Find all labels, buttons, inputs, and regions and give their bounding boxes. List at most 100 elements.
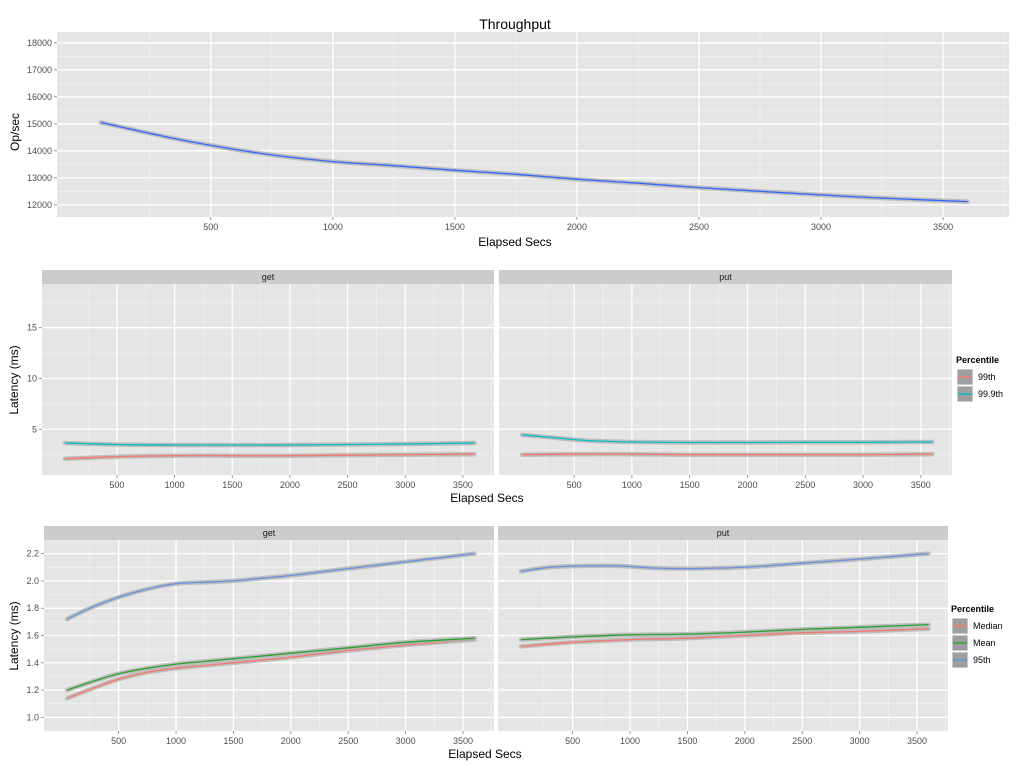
x-tick-label: 1000 — [166, 736, 186, 746]
series-group — [518, 551, 931, 649]
y-tick-label: 2.0 — [26, 576, 39, 586]
x-tick-label: 3000 — [850, 736, 870, 746]
x-tick-label: 2000 — [281, 736, 301, 746]
x-tick-label: 500 — [567, 480, 582, 490]
chart0-panel0: 500 1000 1500 2000 2500 3000 3500 12000 13000 140… — [27, 32, 1009, 232]
x-tick-label: 500 — [203, 222, 218, 232]
x-tick-label: 2500 — [338, 480, 358, 490]
x-tick-label: 3500 — [911, 480, 931, 490]
x-tick-label: 1000 — [620, 736, 640, 746]
series-line-95th — [520, 552, 929, 573]
y-tick-label: 10 — [27, 373, 37, 383]
y-tick-label: 13000 — [27, 173, 52, 183]
x-tick-label: 3500 — [907, 736, 927, 746]
y-tick-label: 15000 — [27, 119, 52, 129]
x-tick-label: 500 — [109, 480, 124, 490]
x-axis-title: Elapsed Secs — [450, 491, 523, 505]
series-line-99th — [65, 453, 475, 460]
chart2-panel1: 500 1000 1500 2000 2500 3000 3500 put — [498, 526, 948, 746]
y-tick-label: 17000 — [27, 65, 52, 75]
x-tick-label: 2500 — [792, 736, 812, 746]
series-line-99-9th — [65, 442, 475, 446]
chart1-panel1: 500 1000 1500 2000 2500 3000 3500 put — [499, 270, 952, 490]
series-group — [519, 432, 935, 457]
x-tick-label: 1000 — [323, 222, 343, 232]
x-tick-label: 1500 — [223, 736, 243, 746]
series-line-median — [66, 638, 475, 699]
series-line-median — [520, 628, 929, 648]
y-tick-label: 5 — [32, 424, 37, 434]
x-tick-label: 2500 — [795, 480, 815, 490]
y-tick-label: 16000 — [27, 92, 52, 102]
x-tick-label: 2000 — [737, 480, 757, 490]
chart1-panel0: 500 1000 1500 2000 2500 3000 3500 5 10 15 get — [27, 270, 494, 490]
series-group — [98, 120, 970, 204]
x-tick-label: 1500 — [677, 736, 697, 746]
y-tick-label: 1.2 — [26, 685, 39, 695]
y-tick-label: 1.8 — [26, 603, 39, 613]
x-axis-title: Elapsed Secs — [478, 235, 551, 249]
x-tick-label: 1500 — [222, 480, 242, 490]
facet-strip — [42, 270, 494, 284]
x-tick-label: 2000 — [280, 480, 300, 490]
panel-background — [499, 284, 952, 475]
series-line-99-9th — [522, 434, 933, 444]
series-line-95th — [66, 552, 475, 620]
y-tick-label: 15 — [27, 323, 37, 333]
x-tick-label: 3000 — [853, 480, 873, 490]
x-tick-label: 1000 — [622, 480, 642, 490]
x-tick-label: 3000 — [811, 222, 831, 232]
legend-title: Percentile — [951, 604, 994, 614]
series-line-mean — [520, 623, 929, 641]
y-tick-label: 1.4 — [26, 658, 39, 668]
legend-label: Median — [973, 621, 1003, 631]
legend-label: 99.9th — [978, 389, 1003, 399]
chart1-legend: Percentile 99th 99.9th — [956, 355, 1003, 403]
series-line-series — [100, 121, 968, 203]
x-tick-label: 3500 — [453, 736, 473, 746]
y-axis-title: Latency (ms) — [7, 601, 21, 670]
y-tick-label: 1.6 — [26, 631, 39, 641]
y-tick-label: 1.0 — [26, 712, 39, 722]
facet-strip — [498, 526, 948, 540]
legend-label: 99th — [978, 372, 996, 382]
legend-label: Mean — [973, 638, 996, 648]
facet-strip-label: get — [263, 528, 276, 538]
y-tick-label: 14000 — [27, 146, 52, 156]
y-axis-title: Latency (ms) — [7, 345, 21, 414]
x-tick-label: 500 — [111, 736, 126, 746]
x-tick-label: 3500 — [453, 480, 473, 490]
x-tick-label: 3500 — [933, 222, 953, 232]
facet-strip-label: put — [717, 528, 730, 538]
x-tick-label: 1500 — [680, 480, 700, 490]
facet-strip — [499, 270, 952, 284]
legend-title: Percentile — [956, 355, 999, 365]
y-tick-label: 18000 — [27, 38, 52, 48]
facet-strip-label: put — [719, 272, 732, 282]
x-tick-label: 500 — [565, 736, 580, 746]
x-tick-label: 1000 — [165, 480, 185, 490]
series-group — [62, 440, 477, 461]
y-axis-title: Op/sec — [8, 113, 22, 151]
y-tick-label: 2.2 — [26, 549, 39, 559]
x-tick-label: 3000 — [396, 736, 416, 746]
x-tick-label: 3000 — [395, 480, 415, 490]
series-line-mean — [66, 637, 475, 691]
facet-strip — [44, 526, 494, 540]
series-line-99th — [522, 453, 933, 456]
x-tick-label: 2500 — [689, 222, 709, 232]
chart2-legend: Percentile Median Mean 95th — [951, 604, 1003, 669]
chart2-panel0: 500 1000 1500 2000 2500 3000 3500 1.0 1.2 1.4 1.6 1… — [26, 526, 494, 746]
facet-strip-label: get — [262, 272, 275, 282]
series-group — [64, 551, 477, 701]
x-axis-title: Elapsed Secs — [448, 747, 521, 761]
legend-label: 95th — [973, 655, 991, 665]
x-tick-label: 2000 — [735, 736, 755, 746]
chart-title: Throughput — [479, 16, 551, 32]
x-tick-label: 2000 — [567, 222, 587, 232]
y-tick-label: 12000 — [27, 200, 52, 210]
x-tick-label: 2500 — [338, 736, 358, 746]
panel-background — [57, 32, 1009, 217]
x-tick-label: 1500 — [445, 222, 465, 232]
